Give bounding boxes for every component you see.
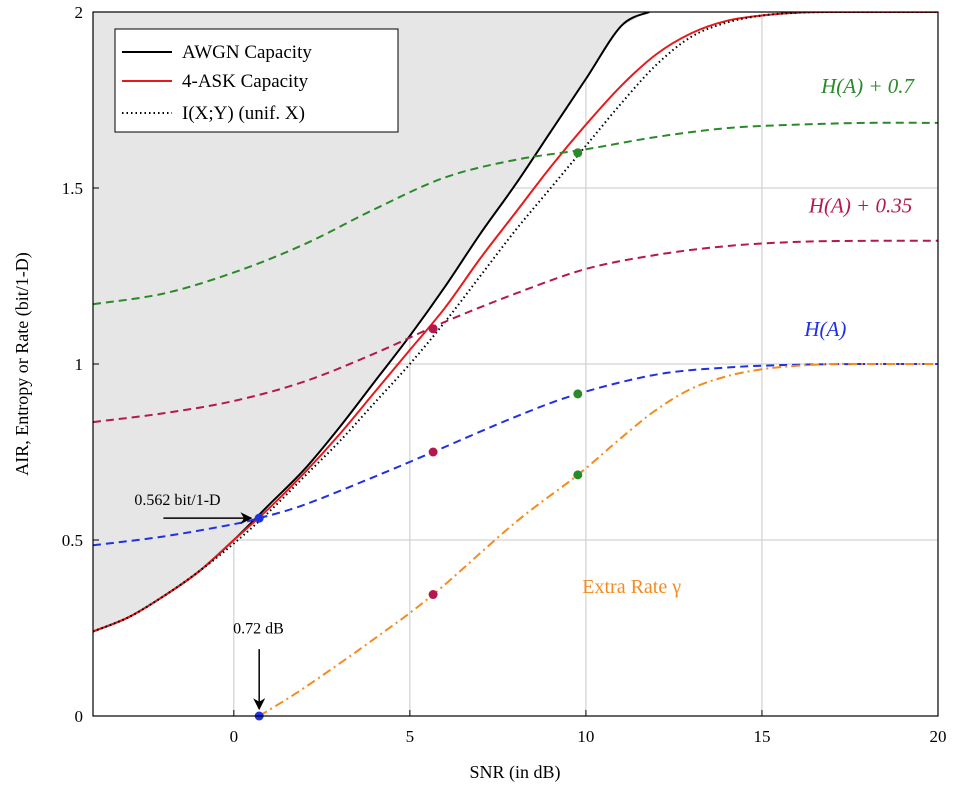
x-tick-label: 15 — [753, 727, 770, 746]
y-tick-label: 0 — [75, 707, 84, 726]
data-point-marker — [254, 513, 264, 523]
series-labels: H(A) + 0.7 H(A) + 0.35 H(A) Extra Rate γ — [582, 74, 915, 598]
data-point-marker — [428, 590, 438, 600]
legend-label-awgn: AWGN Capacity — [182, 42, 312, 63]
x-tick-label: 5 — [406, 727, 415, 746]
data-point-marker — [428, 324, 438, 334]
series-line-i-x-y-unif-x — [93, 12, 938, 633]
series-line-h-a-0-35 — [93, 239, 938, 424]
y-tick-label: 2 — [75, 3, 84, 22]
y-tick-label: 1.5 — [62, 179, 83, 198]
data-point-marker — [573, 470, 583, 480]
shaded-region — [93, 12, 650, 632]
series-label-h-a-0-35: H(A) + 0.35 — [808, 194, 912, 218]
series-label-extra-rate: Extra Rate γ — [582, 576, 681, 598]
annotation-rate: 0.562 bit/1-D — [134, 492, 220, 509]
series-line-h-a — [93, 362, 938, 547]
data-point-marker — [573, 389, 583, 399]
y-axis-title: AIR, Entropy or Rate (bit/1-D) — [12, 252, 33, 475]
data-point-marker — [428, 447, 438, 457]
annotation-snr: 0.72 dB — [233, 620, 284, 637]
y-tick-label: 0.5 — [62, 531, 83, 550]
x-axis-title: SNR (in dB) — [469, 762, 560, 783]
series-label-h-a-0-7: H(A) + 0.7 — [820, 74, 915, 98]
x-tick-label: 0 — [230, 727, 239, 746]
legend-label-4ask: 4-ASK Capacity — [182, 71, 309, 92]
above-capacity-region — [93, 12, 650, 632]
series-line-h-a-0-7 — [93, 121, 938, 306]
series-lines — [93, 12, 938, 716]
annotations: 0.562 bit/1-D 0.72 dB — [134, 492, 284, 711]
series-line-extra-rate — [258, 362, 938, 716]
x-tick-label: 10 — [577, 727, 594, 746]
series-label-h-a: H(A) — [803, 317, 846, 341]
legend-label-mi: I(X;Y) (unif. X) — [182, 103, 305, 124]
axis-ticks: 0 5 10 15 20 0 0.5 1 1.5 2 — [62, 3, 947, 746]
data-point-marker — [573, 148, 583, 158]
y-tick-label: 1 — [75, 355, 84, 374]
legend: AWGN Capacity 4-ASK Capacity I(X;Y) (uni… — [114, 28, 399, 133]
x-tick-label: 20 — [930, 727, 947, 746]
